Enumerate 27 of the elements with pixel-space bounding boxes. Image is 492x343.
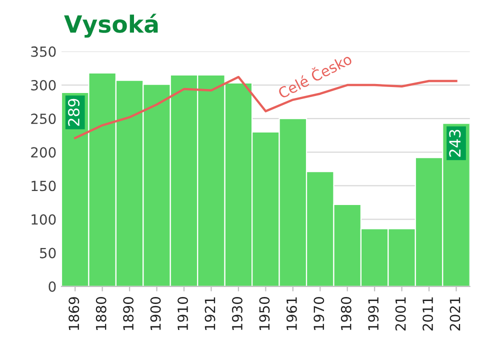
x-tick-label: 1961	[286, 297, 297, 330]
x-tick-label: 1970	[314, 297, 324, 330]
y-tick-label: 100	[32, 214, 56, 225]
chart-title: Vysoká	[64, 14, 158, 38]
x-tick-label: 1980	[340, 297, 352, 330]
y-tick-label: 350	[31, 46, 56, 57]
y-tick-label: 50	[40, 248, 56, 258]
y-tick-label: 300	[31, 80, 56, 90]
data-label: 289	[68, 98, 80, 126]
x-tick-label: 1921	[204, 297, 216, 330]
x-tick-label: 1890	[123, 297, 134, 330]
x-tick-label: 1991	[368, 297, 379, 330]
y-tick-label: 150	[32, 180, 56, 192]
y-tick-label: 250	[31, 114, 56, 124]
x-tick-label: 2021	[450, 297, 460, 330]
y-tick-label: 200	[31, 147, 56, 158]
x-tick-label: 2001	[395, 297, 406, 330]
x-tick-label: 1950	[259, 297, 270, 330]
y-tick-label: 0	[48, 281, 56, 292]
x-tick-label: 1930	[232, 297, 242, 330]
x-tick-label: 1910	[178, 297, 188, 330]
x-tick-label: 2011	[422, 297, 434, 330]
x-tick-label: 1900	[150, 297, 161, 330]
x-tick-label: 1880	[96, 297, 106, 330]
x-tick-label: 1869	[68, 297, 80, 330]
data-label: 243	[449, 130, 461, 157]
text: Celé Česko	[276, 50, 353, 99]
